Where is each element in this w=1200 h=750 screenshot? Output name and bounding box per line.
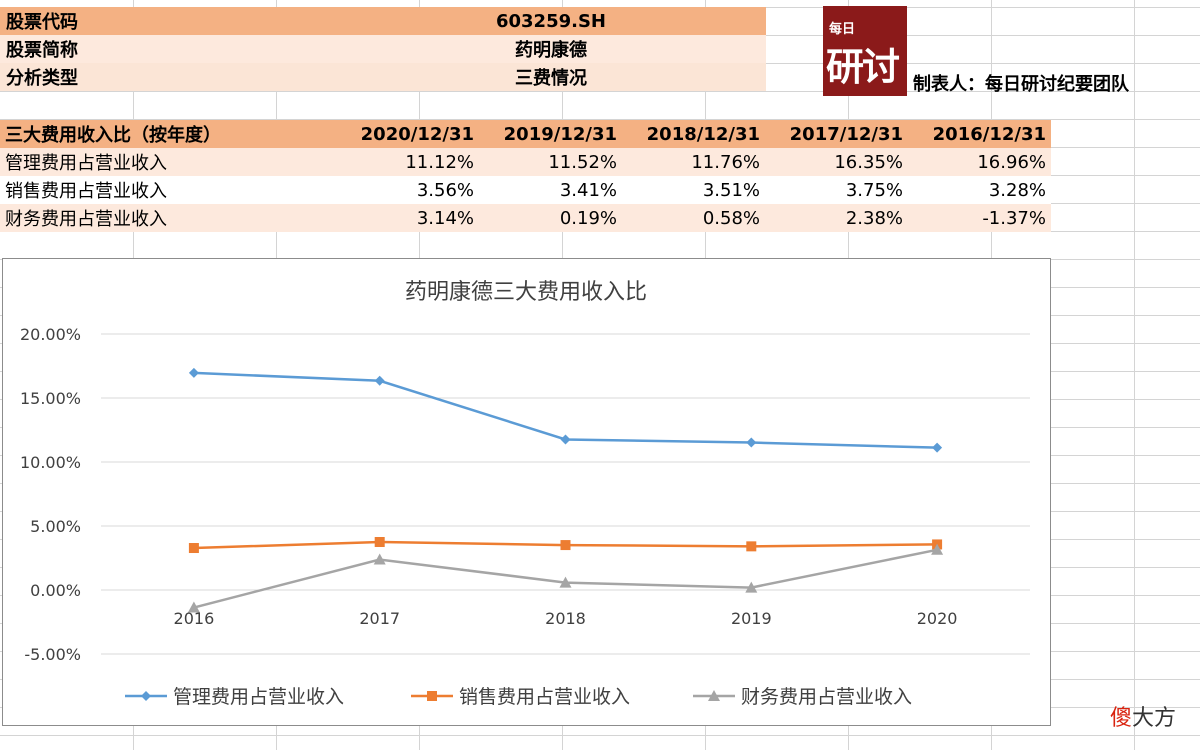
logo-image[interactable]: 每日 研讨 bbox=[823, 6, 907, 96]
expense-ratio-table: 三大费用收入比（按年度） 2020/12/31 2019/12/31 2018/… bbox=[0, 120, 1051, 232]
chart-canvas: 药明康德三大费用收入比 -5.00% 0.00% 5.00% 10.00% 15.00% 2… bbox=[20, 280, 1030, 708]
table-cell[interactable]: -1.37% bbox=[908, 204, 1051, 232]
logo-big-text: 研讨 bbox=[826, 44, 900, 89]
legend-label: 管理费用占营业收入 bbox=[173, 686, 344, 708]
y-tick-label: 5.00% bbox=[30, 517, 81, 536]
watermark-text: 大方 bbox=[1132, 706, 1177, 731]
table-row: 销售费用占营业收入 3.56% 3.41% 3.51% 3.75% 3.28% bbox=[0, 176, 1051, 204]
data-point bbox=[560, 540, 571, 551]
table-cell[interactable]: 16.35% bbox=[765, 148, 908, 176]
stock-code-label: 股票代码 bbox=[6, 12, 78, 33]
table-cell[interactable]: 财务费用占营业收入 bbox=[0, 204, 336, 232]
data-point bbox=[373, 553, 386, 565]
table-cell[interactable]: 11.52% bbox=[479, 148, 622, 176]
y-tick-label: -5.00% bbox=[24, 645, 81, 664]
table-cell[interactable]: 0.58% bbox=[622, 204, 765, 232]
table-cell[interactable]: 2.38% bbox=[765, 204, 908, 232]
legend-label: 财务费用占营业收入 bbox=[741, 686, 912, 708]
x-tick-label: 2020 bbox=[917, 609, 958, 628]
y-tick-label: 20.00% bbox=[20, 325, 81, 344]
table-row: 财务费用占营业收入 3.14% 0.19% 0.58% 2.38% -1.37% bbox=[0, 204, 1051, 232]
analysis-type-value[interactable]: 三费情况 bbox=[515, 68, 587, 89]
stock-name-value[interactable]: 药明康德 bbox=[515, 40, 587, 61]
data-point bbox=[932, 442, 943, 453]
table-header-cell[interactable]: 2016/12/31 bbox=[908, 120, 1051, 148]
watermark-red-char: 傻 bbox=[1110, 706, 1133, 731]
table-header-row: 三大费用收入比（按年度） 2020/12/31 2019/12/31 2018/… bbox=[0, 120, 1051, 148]
table-cell[interactable]: 3.28% bbox=[908, 176, 1051, 204]
stock-code-row[interactable]: 股票代码 603259.SH bbox=[0, 7, 766, 35]
table-cell[interactable]: 11.12% bbox=[336, 148, 479, 176]
legend-marker bbox=[708, 690, 720, 701]
legend-marker bbox=[141, 691, 151, 701]
data-point bbox=[188, 367, 199, 378]
table-header-cell[interactable]: 2018/12/31 bbox=[622, 120, 765, 148]
data-point bbox=[559, 576, 572, 588]
y-tick-label: 15.00% bbox=[20, 389, 81, 408]
data-point bbox=[746, 541, 757, 552]
table-cell[interactable]: 3.56% bbox=[336, 176, 479, 204]
x-tick-label: 2018 bbox=[545, 609, 586, 628]
table-row: 管理费用占营业收入 11.12% 11.52% 11.76% 16.35% 16… bbox=[0, 148, 1051, 176]
table-header-cell[interactable]: 2020/12/31 bbox=[336, 120, 479, 148]
stock-name-label: 股票简称 bbox=[6, 40, 78, 61]
table-cell[interactable]: 16.96% bbox=[908, 148, 1051, 176]
table-cell[interactable]: 销售费用占营业收入 bbox=[0, 176, 336, 204]
table-cell[interactable]: 3.51% bbox=[622, 176, 765, 204]
data-point bbox=[374, 375, 385, 386]
y-tick-label: 10.00% bbox=[20, 453, 81, 472]
table-header-cell[interactable]: 2017/12/31 bbox=[765, 120, 908, 148]
data-point bbox=[560, 434, 571, 445]
table-header-cell[interactable]: 2019/12/31 bbox=[479, 120, 622, 148]
table-cell[interactable]: 3.41% bbox=[479, 176, 622, 204]
data-point bbox=[746, 437, 757, 448]
table-cell[interactable]: 3.75% bbox=[765, 176, 908, 204]
watermark: 傻大方 bbox=[1110, 700, 1176, 732]
stock-code-value[interactable]: 603259.SH bbox=[495, 10, 606, 32]
data-point bbox=[931, 543, 944, 555]
table-cell[interactable]: 11.76% bbox=[622, 148, 765, 176]
table-cell[interactable]: 管理费用占营业收入 bbox=[0, 148, 336, 176]
legend-marker bbox=[427, 691, 437, 701]
x-tick-label: 2017 bbox=[359, 609, 400, 628]
table-header-cell[interactable]: 三大费用收入比（按年度） bbox=[0, 120, 336, 148]
maker-label[interactable]: 制表人：每日研讨纪要团队 bbox=[913, 74, 1129, 95]
y-tick-label: 0.00% bbox=[30, 581, 81, 600]
data-point bbox=[745, 581, 758, 593]
table-cell[interactable]: 0.19% bbox=[479, 204, 622, 232]
legend-label: 销售费用占营业收入 bbox=[459, 686, 630, 708]
data-point bbox=[187, 601, 200, 613]
table-cell[interactable]: 3.14% bbox=[336, 204, 479, 232]
line-chart[interactable]: 药明康德三大费用收入比 -5.00% 0.00% 5.00% 10.00% 15.00% 2… bbox=[2, 258, 1051, 726]
stock-name-row[interactable]: 股票简称 药明康德 bbox=[0, 35, 766, 63]
data-point bbox=[374, 537, 385, 547]
data-point bbox=[188, 543, 199, 554]
x-tick-label: 2019 bbox=[731, 609, 772, 628]
analysis-type-label: 分析类型 bbox=[6, 68, 78, 89]
x-tick-label: 2016 bbox=[174, 609, 215, 628]
analysis-type-row[interactable]: 分析类型 三费情况 bbox=[0, 63, 766, 91]
logo-small-text: 每日 bbox=[829, 22, 856, 37]
chart-title: 药明康德三大费用收入比 bbox=[405, 280, 647, 305]
